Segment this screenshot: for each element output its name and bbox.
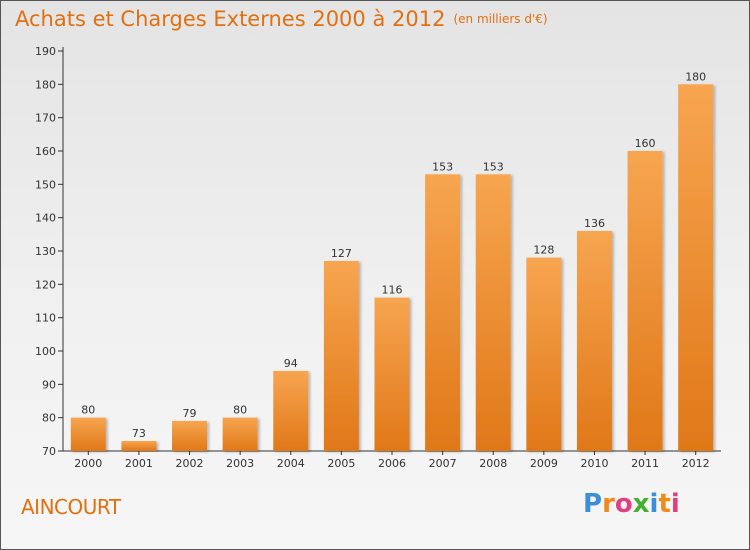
x-tick-label-2000: 2000 bbox=[74, 457, 102, 470]
y-tick-label: 190 bbox=[35, 45, 56, 58]
chart-unit: (en milliers d'€) bbox=[453, 12, 548, 26]
value-label-2010: 136 bbox=[584, 217, 605, 230]
commune-name: AINCOURT bbox=[21, 495, 121, 519]
x-tick-label-2010: 2010 bbox=[580, 457, 608, 470]
brand-letter: r bbox=[602, 489, 615, 519]
chart-title: Achats et Charges Externes 2000 à 2012 (e… bbox=[15, 7, 548, 31]
x-tick-label-2005: 2005 bbox=[327, 457, 355, 470]
y-tick-label: 150 bbox=[35, 178, 56, 191]
y-tick-label: 80 bbox=[42, 412, 56, 425]
value-label-2007: 153 bbox=[432, 160, 453, 173]
value-label-2008: 153 bbox=[483, 160, 504, 173]
brand-letter: P bbox=[583, 489, 603, 519]
bar-2001 bbox=[121, 441, 157, 451]
chart-title-text: Achats et Charges Externes 2000 à 2012 bbox=[15, 7, 446, 31]
y-tick-label: 160 bbox=[35, 145, 56, 158]
brand-letter: i bbox=[670, 489, 680, 519]
y-tick-label: 70 bbox=[42, 445, 56, 458]
x-tick-label-2007: 2007 bbox=[429, 457, 457, 470]
bar-2003 bbox=[222, 417, 258, 451]
brand-letter: o bbox=[614, 489, 633, 519]
bar-2007 bbox=[425, 174, 461, 452]
x-tick-label-2003: 2003 bbox=[226, 457, 254, 470]
y-tick-label: 100 bbox=[35, 345, 56, 358]
value-label-2001: 73 bbox=[132, 427, 146, 440]
bar-2011 bbox=[627, 151, 663, 451]
brand-letter: i bbox=[649, 489, 659, 519]
brand-letter: t bbox=[658, 489, 671, 519]
bar-2002 bbox=[172, 421, 208, 451]
bar-2006 bbox=[374, 297, 410, 451]
x-tick-label-2004: 2004 bbox=[277, 457, 305, 470]
value-label-2011: 160 bbox=[635, 137, 656, 150]
y-tick-label: 180 bbox=[35, 78, 56, 91]
bar-2009 bbox=[526, 257, 562, 451]
y-tick-label: 110 bbox=[35, 312, 56, 325]
bars: 80 73 79 80 94 127 116 153 153 128 136 160 180 bbox=[70, 70, 714, 452]
brand-letter: x bbox=[632, 489, 650, 519]
bar-2010 bbox=[576, 231, 612, 451]
y-tick-label: 170 bbox=[35, 112, 56, 125]
bar-2008 bbox=[475, 174, 511, 452]
x-tick-label-2011: 2011 bbox=[631, 457, 659, 470]
y-tick-label: 90 bbox=[42, 378, 56, 391]
x-tick-label-2009: 2009 bbox=[530, 457, 558, 470]
value-label-2002: 79 bbox=[183, 407, 197, 420]
x-tick-label-2002: 2002 bbox=[176, 457, 204, 470]
y-tick-label: 140 bbox=[35, 212, 56, 225]
value-label-2012: 180 bbox=[685, 70, 706, 83]
bar-2005 bbox=[323, 261, 359, 451]
x-tick-label-2006: 2006 bbox=[378, 457, 406, 470]
value-label-2003: 80 bbox=[233, 404, 247, 417]
value-label-2006: 116 bbox=[382, 284, 403, 297]
x-tick-label-2012: 2012 bbox=[682, 457, 710, 470]
bar-2000 bbox=[70, 417, 106, 451]
bar-2012 bbox=[678, 84, 714, 451]
value-label-2009: 128 bbox=[533, 244, 554, 257]
axes: 70 80 90 100 110 120 130 140 150 160 170 180 190 2000… bbox=[35, 45, 721, 470]
x-tick-label-2001: 2001 bbox=[125, 457, 153, 470]
value-label-2004: 94 bbox=[284, 357, 298, 370]
value-label-2005: 127 bbox=[331, 247, 352, 260]
y-tick-label: 130 bbox=[35, 245, 56, 258]
brand-logo: Proxiti bbox=[583, 489, 680, 519]
bar-2004 bbox=[273, 371, 309, 451]
y-tick-label: 120 bbox=[35, 278, 56, 291]
x-tick-label-2008: 2008 bbox=[479, 457, 507, 470]
value-label-2000: 80 bbox=[81, 404, 95, 417]
